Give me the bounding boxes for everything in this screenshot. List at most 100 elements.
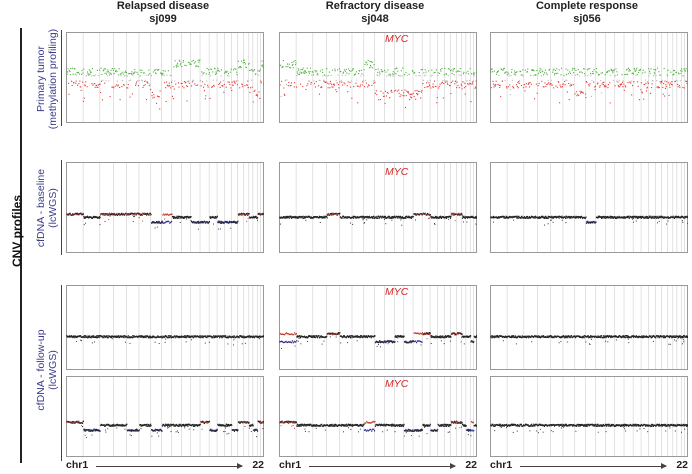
cnv-point	[513, 73, 515, 75]
cnv-point	[391, 340, 393, 343]
cnv-point	[383, 95, 385, 97]
cnv-point	[105, 429, 106, 431]
cnv-point	[341, 217, 343, 219]
cnv-point	[510, 335, 512, 338]
cnv-point	[511, 68, 513, 71]
cnv-point	[397, 336, 399, 339]
cnv-point	[642, 335, 644, 337]
cnv-point	[630, 216, 632, 218]
cnv-point	[140, 71, 142, 74]
cnv-point	[148, 69, 150, 71]
cnv-point	[145, 425, 147, 427]
cnv-point	[423, 75, 425, 77]
cnv-point	[441, 67, 443, 69]
cnv-point	[343, 69, 346, 71]
cnv-point	[399, 75, 401, 77]
cnv-point	[394, 72, 396, 74]
cnv-point	[212, 215, 214, 218]
cnv-point	[89, 70, 91, 72]
cnv-point	[192, 222, 194, 224]
cnv-point	[235, 80, 237, 82]
cnv-point	[471, 83, 473, 85]
cnv-point	[343, 335, 346, 337]
cnv-point	[521, 215, 523, 218]
cnv-point	[454, 332, 456, 335]
cnv-point	[128, 73, 130, 75]
cnv-point	[400, 219, 402, 221]
cnv-point	[188, 335, 190, 337]
cnv-point	[206, 220, 208, 223]
cnv-point	[596, 72, 598, 74]
cnv-point	[183, 424, 185, 427]
cnv-point	[607, 336, 609, 338]
cnv-point	[291, 340, 293, 342]
cnv-point	[366, 62, 368, 64]
cnv-point	[504, 72, 506, 74]
cnv-point	[70, 421, 72, 423]
cnv-point	[148, 214, 150, 216]
cnv-point	[644, 79, 647, 81]
cnv-point	[172, 423, 174, 426]
panel-frame	[66, 32, 264, 123]
cnv-point	[225, 427, 227, 429]
cnv-point	[166, 425, 169, 427]
cnv-point	[262, 64, 264, 66]
cnv-point	[505, 86, 508, 88]
cnv-point	[537, 85, 539, 87]
cnv-point	[202, 86, 205, 88]
cnv-point	[107, 335, 109, 337]
cnv-point	[220, 228, 221, 230]
cnv-point	[605, 85, 607, 87]
cnv-point	[146, 81, 148, 83]
cnv-point	[518, 335, 520, 338]
cnv-point	[197, 220, 200, 223]
cnv-point	[581, 216, 583, 218]
cnv-point	[190, 339, 192, 341]
cnv-point	[471, 216, 473, 218]
cnv-point	[383, 341, 385, 344]
cnv-point	[208, 72, 211, 74]
cnv-point	[521, 336, 523, 339]
cnv-point	[492, 216, 494, 219]
cnv-point	[178, 423, 180, 426]
cnv-point	[402, 335, 404, 337]
cnv-point	[111, 424, 113, 426]
cnv-point	[104, 213, 106, 215]
cnv-point	[561, 219, 563, 221]
cnv-point	[636, 67, 638, 69]
cnv-point	[351, 423, 353, 426]
cnv-point	[570, 216, 572, 218]
cnv-point	[141, 335, 144, 337]
cnv-point	[683, 341, 685, 343]
cnv-point	[548, 69, 550, 71]
cnv-point	[194, 335, 196, 337]
cnv-point	[253, 336, 256, 339]
cnv-point	[248, 422, 250, 424]
cnv-point	[426, 82, 428, 84]
cnv-point	[111, 338, 113, 340]
cnv-point	[87, 216, 89, 218]
cnv-point	[670, 83, 672, 85]
cnv-point	[302, 217, 304, 219]
cnv-point	[517, 336, 519, 338]
cnv-point	[301, 423, 303, 426]
cnv-point	[505, 335, 507, 337]
cnv-point	[342, 424, 344, 426]
cnv-point	[496, 336, 498, 338]
cnv-point	[459, 71, 461, 73]
cnv-point	[628, 69, 630, 71]
cnv-point	[156, 336, 158, 338]
cnv-point	[686, 335, 688, 338]
cnv-point	[211, 336, 213, 339]
cnv-point	[313, 336, 315, 338]
cnv-point	[233, 81, 235, 83]
cnv-point	[394, 341, 396, 343]
cnv-point	[337, 69, 339, 71]
cnv-point	[643, 335, 645, 337]
cnv-point	[116, 80, 118, 82]
cnv-point	[645, 82, 647, 84]
cnv-point	[614, 85, 616, 87]
cnv-point	[106, 71, 108, 73]
cnv-point	[604, 336, 606, 339]
cnv-point	[558, 342, 560, 344]
